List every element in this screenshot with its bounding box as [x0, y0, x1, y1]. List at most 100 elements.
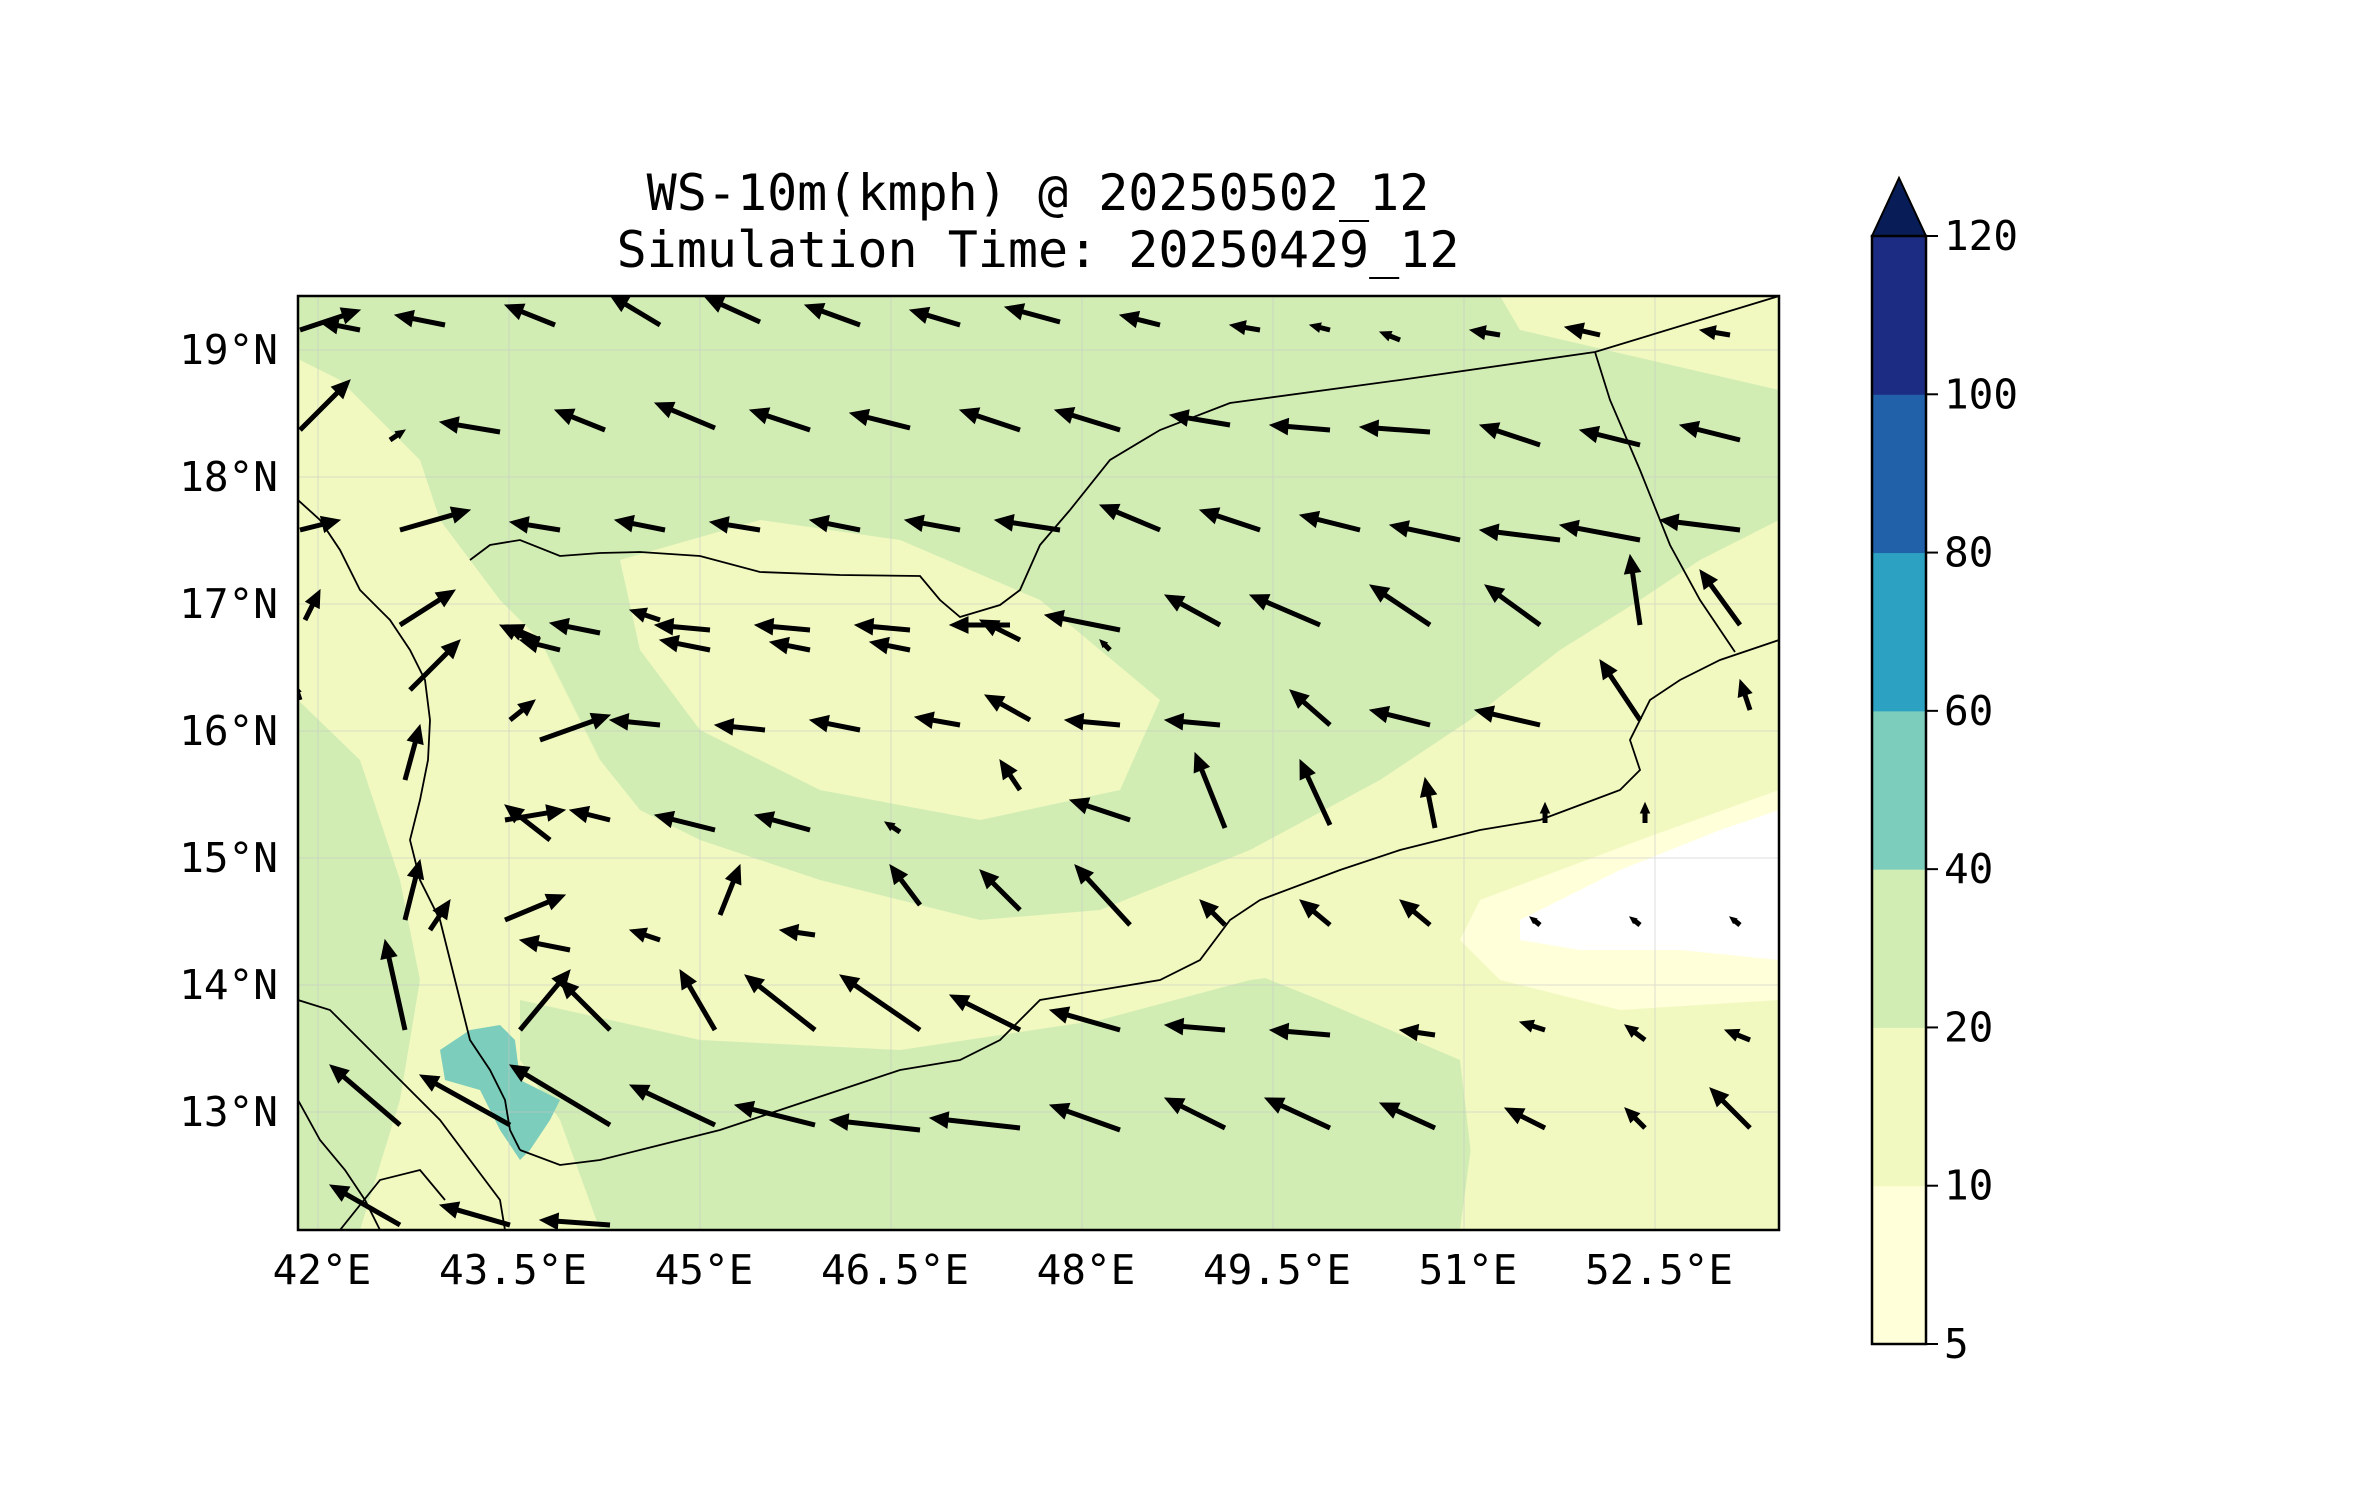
wind-arrow-shaft: [388, 432, 399, 443]
wind-arrow-shaft: [457, 422, 501, 435]
wind-arrow-shaft: [1244, 325, 1261, 333]
wind-arrow-head: [883, 821, 896, 832]
wind-arrow-head: [908, 306, 931, 324]
wind-arrow-head: [1308, 322, 1322, 333]
wind-arrow-shaft: [627, 719, 661, 728]
wind-arrow-head: [868, 636, 890, 655]
wind-arrow-head: [1599, 658, 1618, 681]
wind-arrow-shaft: [717, 880, 736, 916]
lon-tick-label: 42°E: [273, 1246, 372, 1294]
wind-arrow-shaft: [1633, 919, 1642, 927]
wind-arrow-shaft: [1736, 1032, 1751, 1043]
wind-arrow-head: [1378, 330, 1393, 342]
wind-arrow-head: [978, 619, 1001, 637]
wind-arrow-head: [948, 994, 971, 1012]
wind-arrow-head: [948, 616, 969, 634]
wind-arrow-shaft: [1417, 1030, 1436, 1038]
wind-arrow-head: [1199, 899, 1220, 920]
wind-arrow-shaft: [1497, 529, 1561, 543]
wind-arrow-shaft: [1021, 309, 1061, 325]
map-frame: [296, 294, 1781, 1232]
wind-arrow-shaft: [1082, 719, 1121, 728]
lat-tick-label: 17°N: [179, 580, 278, 628]
wind-arrow-shaft: [926, 312, 961, 328]
wind-arrow-head: [724, 863, 742, 886]
lat-tick-label: 16°N: [179, 707, 278, 755]
wind-arrow-head: [753, 811, 776, 829]
wind-arrow-shaft: [1312, 909, 1332, 927]
lon-tick-label: 43.5°E: [439, 1246, 587, 1294]
wind-arrow-shaft: [1733, 919, 1742, 927]
title-line-1: WS-10m(kmph) @ 20250502_12: [647, 164, 1430, 222]
wind-arrow-shaft: [1596, 431, 1641, 448]
wind-arrow-shaft: [586, 811, 611, 823]
wind-arrow-head: [538, 1212, 560, 1230]
wind-arrow-shaft: [1103, 643, 1112, 652]
wind-arrow-shaft: [1577, 525, 1641, 543]
wind-arrow-shaft: [866, 414, 911, 431]
map-gridlines: [298, 296, 1779, 1230]
wind-arrow-shaft: [1630, 572, 1643, 626]
wind-arrow-shaft: [1742, 694, 1753, 711]
wind-arrow-shaft: [772, 624, 811, 633]
wind-arrow-shaft: [399, 512, 454, 533]
red-sea-coast: [298, 499, 521, 1151]
colorbar-tick-label: 100: [1944, 370, 2018, 418]
wind-arrow-head: [993, 514, 1015, 532]
wind-arrow-shaft: [1086, 803, 1131, 823]
wind-arrow-shaft: [887, 643, 911, 653]
wind-arrow-head: [1048, 1102, 1071, 1120]
wind-arrow-shaft: [1115, 509, 1161, 533]
wind-arrow-shaft: [504, 899, 550, 923]
colorbar-tick-label: 5: [1944, 1320, 1969, 1368]
wind-arrow-head: [518, 635, 541, 654]
wind-arrow-shaft: [299, 521, 324, 533]
wind-arrow-shaft: [567, 624, 601, 636]
wind-arrow-head: [1003, 303, 1026, 321]
wind-arrow-head: [1529, 916, 1538, 925]
yemen-saudi-border: [469, 296, 1779, 619]
wind-arrow-shaft: [1407, 526, 1461, 543]
wind-arrow-shaft: [670, 407, 716, 431]
wind-arrow-head: [628, 607, 648, 623]
wind-arrow-head: [628, 1084, 651, 1101]
speed-zone-40-60: [440, 1025, 560, 1160]
wind-arrow-shaft: [1179, 1103, 1227, 1131]
wind-arrow-head: [1473, 705, 1496, 723]
wind-arrow-shaft: [408, 650, 450, 692]
wind-arrow-shaft: [891, 824, 902, 835]
wind-arrow-shaft: [1216, 513, 1261, 533]
wind-arrow-head: [628, 927, 648, 943]
wind-arrow-shaft: [872, 624, 911, 633]
wind-arrow-shaft: [827, 521, 861, 533]
wind-arrow-head: [1074, 864, 1095, 885]
wind-arrow-head: [1268, 1022, 1290, 1041]
colorbar-frame: [1870, 234, 1928, 1346]
wind-arrow-head: [553, 408, 576, 426]
wind-arrow-head: [440, 639, 461, 660]
wind-arrow-head: [1263, 1097, 1286, 1114]
wind-arrow-shaft: [1085, 876, 1132, 927]
wind-arrow-shaft: [1395, 1108, 1437, 1131]
wind-arrow-head: [339, 307, 362, 325]
wind-arrow-shaft: [994, 625, 1022, 643]
wind-arrow-shaft: [1720, 1098, 1752, 1130]
wind-arrow-shaft: [1377, 425, 1431, 435]
wind-arrow-shaft: [520, 309, 556, 328]
wind-arrow-head: [1578, 425, 1601, 444]
wind-arrow-shaft: [398, 597, 442, 628]
wind-arrow-shaft: [337, 323, 361, 333]
wind-arrow-head: [1063, 712, 1085, 731]
wind-arrow-head: [438, 416, 460, 434]
wind-arrow-head: [753, 617, 775, 636]
wind-arrow-head: [1268, 417, 1290, 436]
wind-arrow-head: [853, 617, 875, 636]
colorbar-tick-label: 80: [1944, 529, 1993, 577]
wind-arrow-shaft: [827, 721, 861, 733]
lat-tick-label: 15°N: [179, 834, 278, 882]
wind-arrow-shaft: [504, 810, 548, 823]
wind-arrow-head: [658, 634, 680, 653]
wind-arrow-shaft: [999, 701, 1032, 723]
wind-arrow-shaft: [821, 308, 861, 328]
wind-arrow-head: [1629, 916, 1638, 925]
